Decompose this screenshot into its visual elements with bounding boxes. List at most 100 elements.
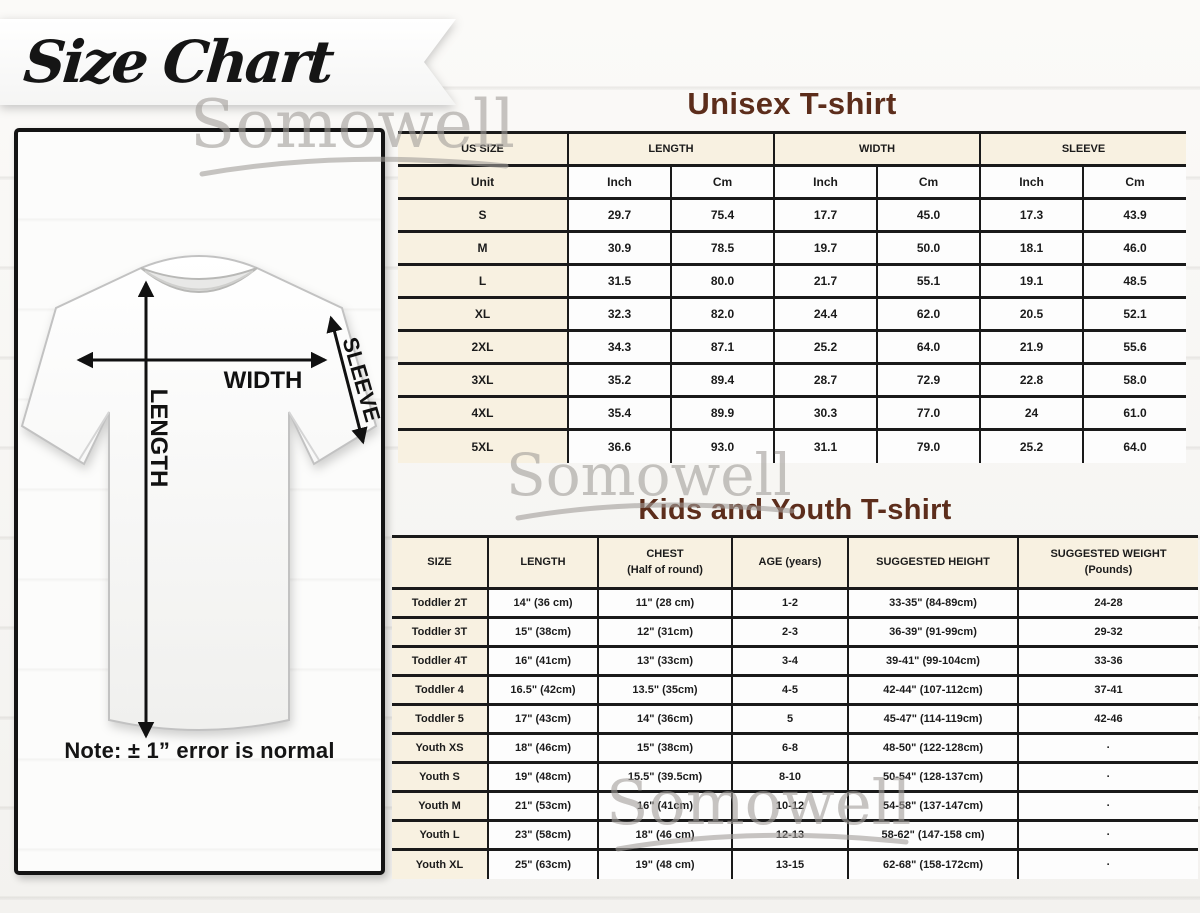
size-label-cell: L	[398, 263, 569, 299]
measurement-cell: 33-35" (84-89cm)	[847, 587, 1019, 619]
size-label-cell: Youth XS	[392, 732, 489, 764]
measurement-cell: 17" (43cm)	[487, 703, 599, 735]
kids-size-row: Youth M 21" (53cm) 16" (41cm) 10-12 54-58" (…	[392, 790, 1198, 822]
measurement-cell: 93.0	[669, 428, 776, 463]
size-label-cell: Youth L	[392, 819, 489, 851]
measurement-cell: 30.9	[567, 230, 672, 266]
measurement-cell: 18" (46 cm)	[597, 819, 733, 851]
measurement-cell: 75.4	[669, 197, 776, 233]
measurement-cell: 42-46	[1017, 703, 1198, 735]
col-header-chest: CHEST (Half of round)	[597, 535, 733, 590]
tshirt-collar-rib	[144, 270, 254, 291]
page-title: Size Chart	[21, 28, 335, 96]
kids-size-row: Toddler 5 17" (43cm) 14" (36cm) 5 45-47" (11…	[392, 703, 1198, 735]
measurement-cell: 35.2	[567, 362, 672, 398]
tolerance-note: Note: ± 1” error is normal	[64, 738, 335, 763]
measurement-cell: 55.1	[876, 263, 982, 299]
size-label-cell: 4XL	[398, 395, 569, 431]
measurement-cell: 13-15	[731, 848, 849, 879]
col-header-sleeve: SLEEVE	[979, 131, 1187, 167]
measurement-cell: 52.1	[1082, 296, 1187, 332]
sleeve-arrow	[326, 315, 368, 445]
measurement-cell: 78.5	[669, 230, 776, 266]
unisex-size-row: M 30.9 78.5 19.7 50.0 18.1 46.0	[398, 230, 1187, 266]
size-label-cell: XL	[398, 296, 569, 332]
kids-section-title: Kids and Youth T-shirt	[638, 494, 952, 526]
measurement-cell: 45-47" (114-119cm)	[847, 703, 1019, 735]
measurement-cell: 10-12	[731, 790, 849, 822]
measurement-cell: 17.3	[979, 197, 1085, 233]
measurement-cell: ·	[1017, 761, 1198, 793]
unit-inch: Inch	[567, 164, 672, 200]
col-header-length: LENGTH	[487, 535, 599, 590]
col-header-age: AGE (years)	[731, 535, 849, 590]
unisex-header-row: US SIZE LENGTH WIDTH SLEEVE	[398, 131, 1187, 167]
measurement-cell: 15" (38cm)	[597, 732, 733, 764]
measurement-cell: 87.1	[669, 329, 776, 365]
size-label-cell: 3XL	[398, 362, 569, 398]
size-label-cell: 5XL	[398, 428, 569, 463]
size-label-cell: Toddler 4T	[392, 645, 489, 677]
measurement-cell: 35.4	[567, 395, 672, 431]
unisex-size-row: S 29.7 75.4 17.7 45.0 17.3 43.9	[398, 197, 1187, 233]
measurement-cell: 72.9	[876, 362, 982, 398]
measurement-cell: 42-44" (107-112cm)	[847, 674, 1019, 706]
measurement-cell: 19.1	[979, 263, 1085, 299]
measurement-cell: 2-3	[731, 616, 849, 648]
measurement-cell: 24	[979, 395, 1085, 431]
col-header-us-size: US SIZE	[398, 131, 569, 167]
unit-inch: Inch	[773, 164, 879, 200]
measurement-cell: 4-5	[731, 674, 849, 706]
col-header-length: LENGTH	[566, 131, 776, 167]
measurement-cell: 15.5" (39.5cm)	[597, 761, 733, 793]
unisex-size-row: 5XL 36.6 93.0 31.1 79.0 25.2 64.0	[398, 428, 1187, 463]
measurement-cell: 13" (33cm)	[597, 645, 733, 677]
measurement-cell: 13.5" (35cm)	[597, 674, 733, 706]
measurement-cell: ·	[1017, 848, 1198, 879]
measurement-cell: 36-39" (91-99cm)	[847, 616, 1019, 648]
size-label-cell: Youth XL	[392, 848, 489, 879]
measurement-cell: 18" (46cm)	[487, 732, 599, 764]
kids-header-row: SIZE LENGTH CHEST (Half of round) AGE (ye…	[392, 535, 1198, 590]
measurement-cell: 21" (53cm)	[487, 790, 599, 822]
length-label: LENGTH	[145, 389, 172, 488]
measurement-cell: 62-68" (158-172cm)	[847, 848, 1019, 879]
measurement-cell: 20.5	[979, 296, 1085, 332]
measurement-cell: 16" (41cm)	[487, 645, 599, 677]
measurement-cell: 11" (28 cm)	[597, 587, 733, 619]
measurement-cell: 45.0	[876, 197, 982, 233]
unisex-size-row: 2XL 34.3 87.1 25.2 64.0 21.9 55.6	[398, 329, 1187, 365]
measurement-cell: 12-13	[731, 819, 849, 851]
measurement-cell: 19.7	[773, 230, 879, 266]
measurement-cell: 50-54" (128-137cm)	[847, 761, 1019, 793]
tshirt-body	[20, 255, 378, 731]
size-label-cell: Toddler 3T	[392, 616, 489, 648]
unisex-unit-row: Unit Inch Cm Inch Cm Inch Cm	[398, 164, 1187, 200]
measurement-cell: 82.0	[669, 296, 776, 332]
size-label-cell: Toddler 4	[392, 674, 489, 706]
unit-label: Unit	[398, 164, 569, 200]
unit-cm: Cm	[876, 164, 982, 200]
measurement-cell: 8-10	[731, 761, 849, 793]
col-header-width: WIDTH	[773, 131, 982, 167]
measurement-cell: 14" (36cm)	[597, 703, 733, 735]
kids-size-row: Youth L 23" (58cm) 18" (46 cm) 12-13 58-62" …	[392, 819, 1198, 851]
tshirt-collar	[140, 267, 258, 293]
measurement-cell: 16" (41cm)	[597, 790, 733, 822]
measurement-cell: 21.9	[979, 329, 1085, 365]
kids-size-row: Youth XS 18" (46cm) 15" (38cm) 6-8 48-50" (1…	[392, 732, 1198, 764]
measurement-cell: 62.0	[876, 296, 982, 332]
measurement-cell: 16.5" (42cm)	[487, 674, 599, 706]
measurement-cell: 6-8	[731, 732, 849, 764]
measurement-cell: 21.7	[773, 263, 879, 299]
unit-inch: Inch	[979, 164, 1085, 200]
measurement-cell: 55.6	[1082, 329, 1187, 365]
title-ribbon-shape: Size Chart	[0, 19, 456, 105]
measurement-cell: 31.5	[567, 263, 672, 299]
measurement-cell: 24-28	[1017, 587, 1198, 619]
kids-size-row: Toddler 4T 16" (41cm) 13" (33cm) 3-4 39-41" …	[392, 645, 1198, 677]
size-label-cell: S	[398, 197, 569, 233]
unisex-size-row: 4XL 35.4 89.9 30.3 77.0 24 61.0	[398, 395, 1187, 431]
measurement-cell: 22.8	[979, 362, 1085, 398]
tshirt-illustration: WIDTH LENGTH SLEEVE	[20, 255, 381, 739]
